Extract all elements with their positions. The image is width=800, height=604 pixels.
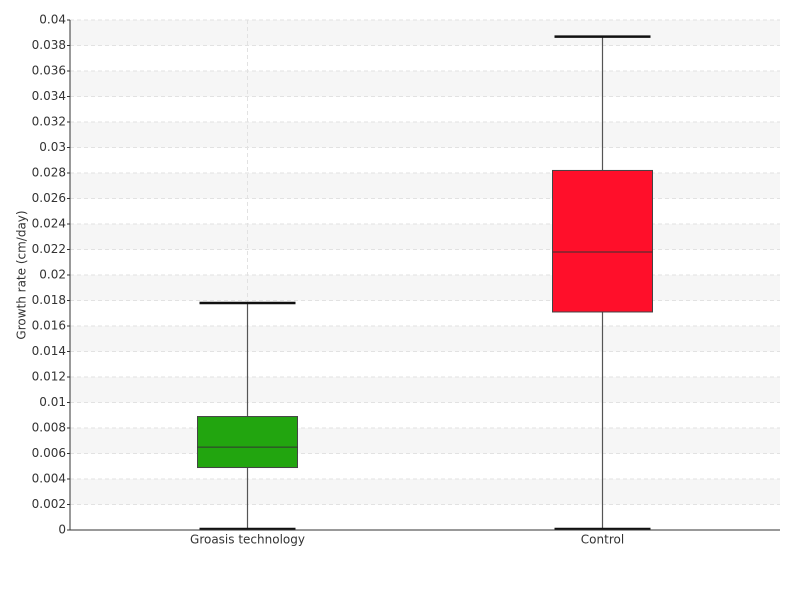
y-tick-label: 0.002 bbox=[32, 497, 66, 511]
y-tick-label: 0.024 bbox=[32, 217, 66, 231]
y-tick-label: 0.004 bbox=[32, 472, 66, 486]
y-tick-label: 0.032 bbox=[32, 115, 66, 129]
grid-band bbox=[70, 224, 780, 250]
grid-band bbox=[70, 71, 780, 97]
y-tick-label: 0.01 bbox=[39, 395, 66, 409]
grid-band bbox=[70, 173, 780, 199]
y-tick-label: 0.008 bbox=[32, 421, 66, 435]
y-tick-label: 0.03 bbox=[39, 140, 66, 154]
grid-band bbox=[70, 20, 780, 46]
y-tick-label: 0.022 bbox=[32, 242, 66, 256]
y-tick-label: 0.016 bbox=[32, 319, 66, 333]
grid-band bbox=[70, 122, 780, 148]
y-tick-label: 0.038 bbox=[32, 38, 66, 52]
grid-band bbox=[70, 326, 780, 352]
x-tick-label: Control bbox=[581, 533, 624, 547]
grid-band bbox=[70, 479, 780, 505]
y-axis-label: Growth rate (cm/day) bbox=[15, 210, 29, 339]
grid-band bbox=[70, 275, 780, 301]
y-tick-label: 0.04 bbox=[39, 13, 66, 27]
grid-band bbox=[70, 428, 780, 454]
y-tick-label: 0.018 bbox=[32, 293, 66, 307]
y-tick-label: 0.014 bbox=[32, 344, 66, 358]
y-tick-label: 0.012 bbox=[32, 370, 66, 384]
y-tick-label: 0.026 bbox=[32, 191, 66, 205]
grid-band bbox=[70, 377, 780, 403]
y-tick-label: 0.036 bbox=[32, 64, 66, 78]
y-tick-label: 0.034 bbox=[32, 89, 66, 103]
box bbox=[197, 416, 298, 469]
y-tick-label: 0 bbox=[58, 523, 66, 537]
x-tick-label: Groasis technology bbox=[190, 533, 305, 547]
y-tick-label: 0.02 bbox=[39, 268, 66, 282]
y-tick-label: 0.006 bbox=[32, 446, 66, 460]
box bbox=[552, 169, 653, 313]
y-tick-label: 0.028 bbox=[32, 166, 66, 180]
